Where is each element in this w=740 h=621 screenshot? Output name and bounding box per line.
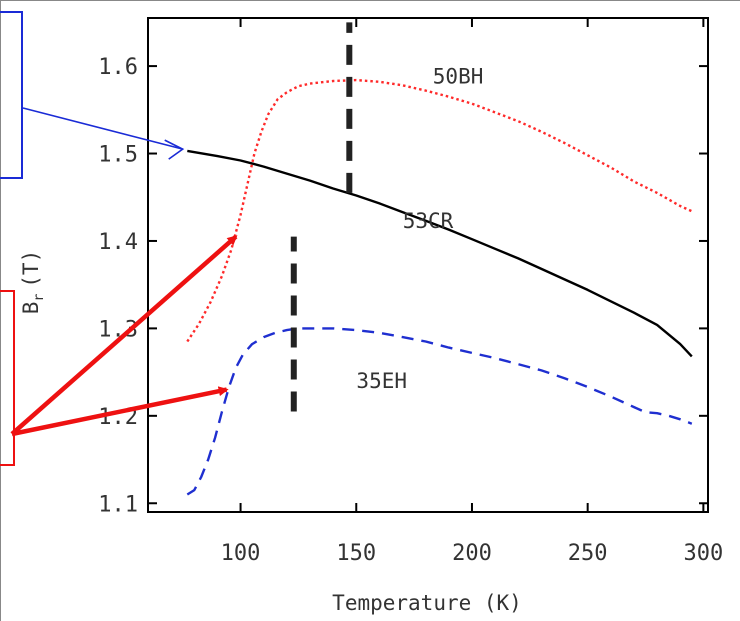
x-axis-title: Temperature (K) (332, 591, 522, 615)
red-callout-box (0, 290, 15, 466)
y-tick-label: 1.1 (98, 492, 138, 517)
series-line-35eh (186, 327, 693, 496)
series-line-53cr (187, 149, 693, 358)
y-tick-label: 1.6 (98, 55, 138, 80)
y-axis-title-main: B (19, 302, 43, 315)
y-axis-title: Br (T) (19, 250, 47, 314)
x-tick-label: 200 (452, 541, 492, 566)
x-tick-label: 250 (568, 541, 608, 566)
series-label-53cr: 53CR (403, 209, 454, 233)
annotation-layer (10, 107, 238, 437)
red-arrow (10, 234, 238, 436)
y-axis-title-sub: r (32, 294, 47, 302)
x-tick-label: 300 (683, 541, 723, 566)
series-line-50bh (186, 78, 693, 343)
blue-callout-box (0, 11, 23, 179)
red-arrow (11, 386, 229, 437)
plot-frame (147, 17, 709, 513)
label-layer: Temperature (K) Br (T) 50BH 53CR 35EH (19, 65, 522, 615)
series-layer (186, 78, 693, 496)
x-tick-label: 100 (221, 541, 261, 566)
y-axis-title-unit: (T) (19, 250, 43, 288)
series-label-50bh: 50BH (433, 65, 484, 89)
blue-arrow-line (22, 107, 183, 150)
series-label-35eh: 35EH (356, 369, 407, 393)
y-tick-label: 1.4 (98, 230, 138, 255)
marker-layer (290, 22, 353, 412)
blue-arrow-head (164, 139, 185, 160)
y-tick-label: 1.5 (98, 143, 138, 168)
x-tick-label: 150 (336, 541, 376, 566)
